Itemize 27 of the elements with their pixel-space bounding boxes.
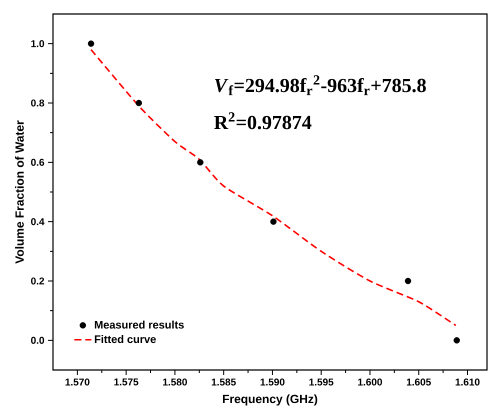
- x-tick-label: 1.600: [358, 378, 382, 386]
- x-axis-title: Frequency (GHz): [222, 394, 318, 406]
- point: [454, 337, 460, 344]
- legend-label: Fitted curve: [94, 335, 156, 344]
- x-tick-label: 1.605: [406, 378, 431, 386]
- y-tick-label: 0.6: [31, 158, 44, 166]
- y-tick-label: 1.0: [31, 40, 44, 48]
- y-tick-label: 0.4: [31, 218, 44, 226]
- x-tick-label: 1.590: [260, 378, 285, 386]
- point: [404, 278, 412, 284]
- y-tick-label: 0.8: [31, 99, 44, 107]
- point: [88, 40, 94, 47]
- x-tick-label: 1.570: [66, 378, 90, 386]
- y-axis-title: Volume Fraction of Water: [15, 120, 24, 264]
- point: [270, 218, 277, 225]
- annotation: V$_{f}$=294.98f$_{r}$$^{2}$-963f$_{r}$+785.8: [214, 75, 426, 96]
- point: [136, 100, 142, 106]
- y-tick-label: 0.2: [31, 277, 44, 285]
- y-tick-label: 0.0: [31, 336, 44, 344]
- x-tick-label: 1.580: [163, 378, 187, 386]
- point: [197, 159, 204, 166]
- legend-label: Measured results: [94, 320, 184, 329]
- x-tick-label: 1.595: [309, 378, 334, 386]
- x-tick-label: 1.585: [212, 378, 236, 386]
- x-tick-label: 1.610: [456, 378, 480, 386]
- annotation: R$^{2}$=0.97874: [214, 112, 312, 130]
- x-tick-label: 1.575: [114, 378, 138, 386]
